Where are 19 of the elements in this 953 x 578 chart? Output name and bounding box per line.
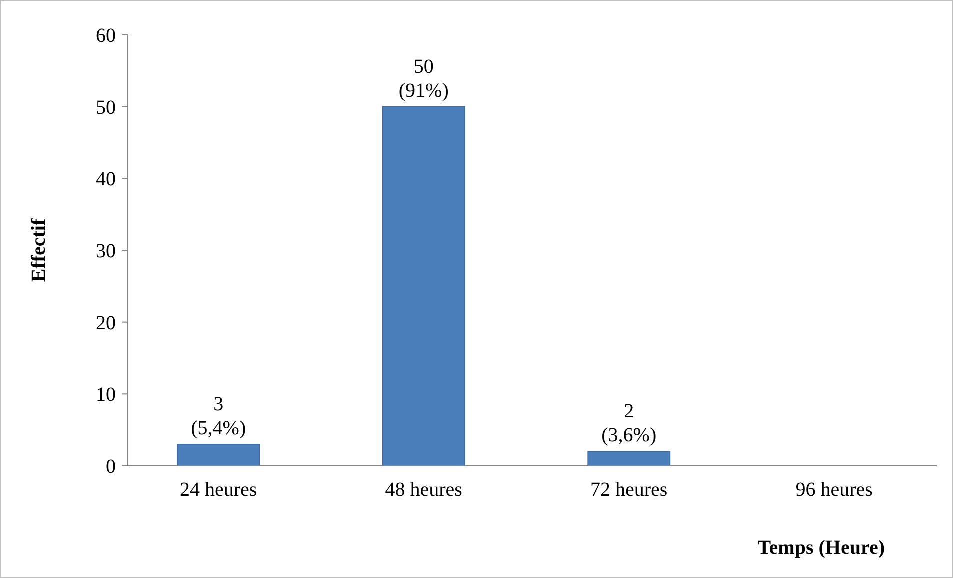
y-tick-label: 30 bbox=[96, 240, 116, 262]
data-label: 2 (3,6%) bbox=[602, 400, 657, 447]
x-tick-label: 48 heures bbox=[385, 479, 463, 501]
x-axis-title: Temps (Heure) bbox=[758, 537, 885, 559]
x-tick-label: 24 heures bbox=[180, 479, 258, 501]
y-tick-label: 50 bbox=[96, 96, 116, 119]
x-tick-label: 72 heures bbox=[590, 479, 668, 501]
data-label: 3 (5,4%) bbox=[191, 393, 246, 440]
x-tick-label: 96 heures bbox=[796, 479, 874, 501]
y-tick-label: 40 bbox=[96, 168, 116, 191]
bar bbox=[177, 444, 260, 466]
y-axis-title: Effectif bbox=[28, 218, 50, 282]
bar bbox=[588, 451, 671, 466]
y-tick-label: 20 bbox=[96, 312, 116, 334]
bar bbox=[382, 106, 466, 466]
y-tick-label: 0 bbox=[106, 456, 116, 478]
y-tick-label: 10 bbox=[96, 384, 116, 406]
y-tick-label: 60 bbox=[96, 25, 116, 47]
data-label: 50 (91%) bbox=[398, 56, 449, 102]
